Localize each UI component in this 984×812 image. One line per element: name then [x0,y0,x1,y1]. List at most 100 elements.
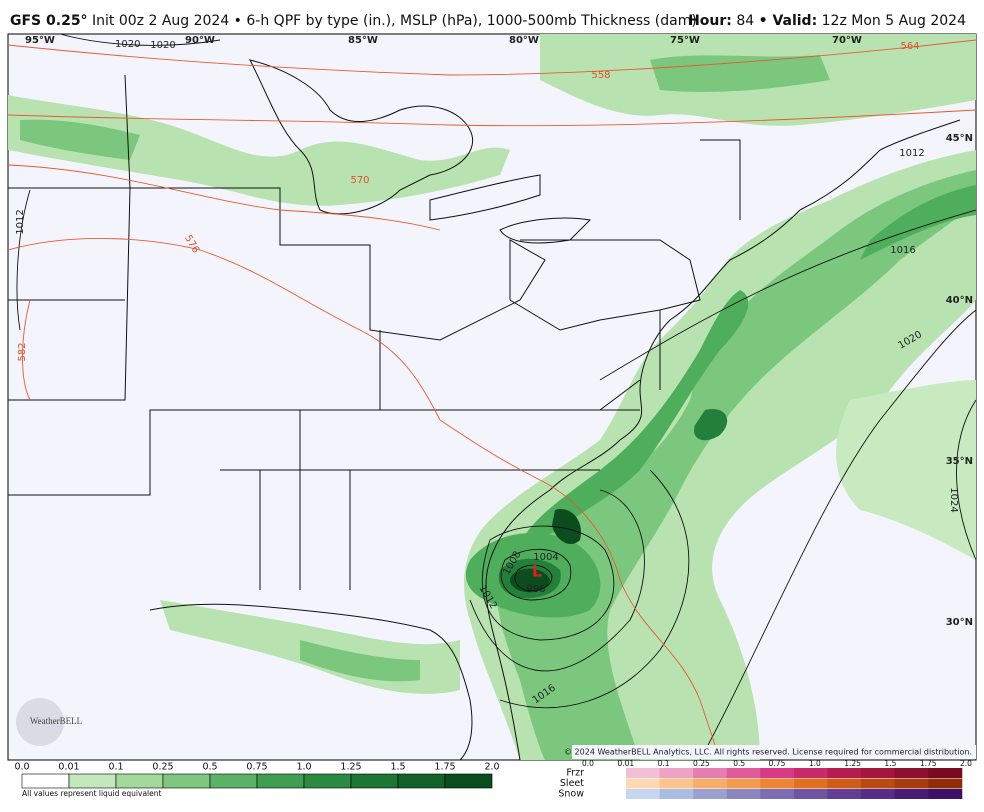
rain-tick-label: 1.75 [434,762,455,773]
mixed-color-box [928,778,963,789]
isobar-label: 1016 [890,245,915,256]
thickness-label: 564 [900,41,919,52]
mixed-color-box [726,768,761,778]
rain-color-box [303,773,352,789]
mixed-tick-label: 0.75 [769,759,786,768]
mixed-color-box [693,768,728,778]
mixed-color-box [726,789,761,799]
mixed-color-box [827,768,862,778]
valid-label: • Valid: [759,13,818,29]
isobar-label: 1004 [533,552,558,563]
rain-legend: 0.0 0.01 0.1 0.25 0.5 0.75 1.0 1.25 1.5 1.75 2.0 [14,762,500,789]
isobar-label: 1020 [150,40,175,51]
mixed-color-box [626,789,661,799]
rain-color-box [115,773,164,789]
mixed-color-box [928,768,963,778]
mixed-tick-label: 0.1 [658,759,670,768]
isobar-label: 996 [526,584,545,595]
mixed-color-box [861,768,896,778]
isobar-label: 1020 [115,39,140,50]
lat-label: 30°N [946,617,973,628]
mixed-color-box [659,768,694,778]
lon-label: 90°W [185,35,215,46]
hour: 84 [736,13,754,29]
isobar-label: 1012 [899,148,924,159]
mixed-color-box [659,778,694,789]
mixed-color-box [793,768,828,778]
rain-color-box [256,773,305,789]
latitude-labels: 45°N 40°N 35°N 30°N [946,133,973,628]
boundaries [8,59,961,760]
lat-label: 45°N [946,133,973,144]
mixed-color-box [760,778,795,789]
logo: WeatherBELL [30,716,82,726]
mixed-tick-label: 1.0 [809,759,821,768]
copyright-bg [572,745,976,759]
mixed-color-box [827,789,862,799]
header-valid: Hour: 84 • Valid: 12z Mon 5 Aug 2024 [688,13,966,29]
mixed-tick-label: 0.0 [582,759,594,768]
mixed-color-box [659,789,694,799]
rain-tick-label: 1.5 [390,762,405,773]
rain-color-box [397,773,446,789]
model: GFS 0.25° [10,13,88,29]
mixed-color-box [693,778,728,789]
mixed-color-box [894,789,929,799]
mixed-color-box [861,789,896,799]
mixed-color-box [760,789,795,799]
mixed-color-box [793,778,828,789]
lat-label: 35°N [946,456,973,467]
mixed-color-box [827,778,862,789]
mixed-type-label: Snow [558,789,584,800]
thickness-label: 582 [17,342,28,361]
rain-tick-label: 0.1 [108,762,123,773]
rain-tick-label: 0.01 [58,762,79,773]
rain-color-box [209,773,258,789]
header-title: GFS 0.25° Init 00z 2 Aug 2024 • 6-h QPF … [10,13,697,29]
thickness-label: 558 [591,70,610,81]
description: Init 00z 2 Aug 2024 • 6-h QPF by type (i… [92,13,697,29]
thickness-lines [8,39,976,760]
rain-tick-label: 0.0 [14,762,29,773]
rain-color-box [444,773,493,789]
rain-color-box [68,773,117,789]
lon-label: 75°W [670,35,700,46]
low-pressure-marker: L [532,562,542,581]
lon-label: 80°W [509,35,539,46]
precip [8,34,976,760]
rain-color-box [162,773,211,789]
rain-tick-label: 1.0 [296,762,311,773]
logo-mark [16,698,64,746]
mixed-color-box [760,768,795,778]
mixed-tick-label: 0.25 [693,759,710,768]
rain-tick-label: 0.5 [202,762,217,773]
mixed-tick-label: 2.0 [960,759,972,768]
lon-label: 95°W [25,35,55,46]
isobar-label: 1024 [948,487,959,512]
rain-tick-label: 0.25 [152,762,173,773]
mixed-tick-label: 1.25 [844,759,861,768]
mixed-tick-label: 0.5 [733,759,745,768]
mixed-color-box [793,789,828,799]
mixed-tick-label: 1.5 [884,759,896,768]
legend-note: All values represent liquid equivalent [22,789,161,798]
isobars [16,34,976,760]
mixed-color-box [894,768,929,778]
hour-label: Hour: [688,13,732,29]
thickness-label: 570 [350,175,369,186]
isobar-labels: 1020 1020 1012 1012 1016 1020 1024 1008 … [15,39,959,706]
mixed-color-box [726,778,761,789]
copyright: © 2024 WeatherBELL Analytics, LLC. All r… [564,748,972,757]
mixed-type-label: Sleet [560,778,584,789]
mixed-color-box [626,778,661,789]
mixed-type-label: Frzr [566,768,584,779]
lat-label: 40°N [946,295,973,306]
longitude-labels: 95°W 90°W 85°W 80°W 75°W 70°W [25,35,862,46]
map-layers [8,34,976,760]
mixed-color-box [894,778,929,789]
rain-tick-label: 1.25 [340,762,361,773]
rain-color-box [350,773,399,789]
isobar-label: 1012 [15,209,26,234]
